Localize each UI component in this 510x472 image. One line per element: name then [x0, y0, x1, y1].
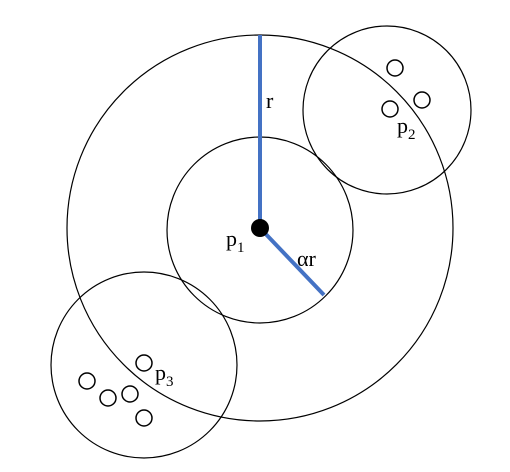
label-p3-base: p	[155, 360, 166, 385]
label-p1: p1	[226, 226, 245, 256]
neighbor-circle-p2	[302, 25, 472, 195]
small-point	[386, 59, 404, 77]
label-p2-base: p	[397, 113, 408, 138]
small-point	[78, 372, 96, 390]
small-point	[135, 409, 153, 427]
label-alpha-r: αr	[297, 246, 317, 271]
center-point-p1	[251, 219, 269, 237]
radius-line-alpha-r	[258, 226, 326, 297]
label-p3-sub: 3	[166, 374, 174, 390]
label-p1-sub: 1	[237, 240, 245, 256]
label-p2: p2	[397, 113, 416, 143]
label-p1-base: p	[226, 226, 237, 251]
label-p3: p3	[155, 360, 174, 390]
small-point	[99, 389, 117, 407]
label-r: r	[266, 88, 274, 113]
label-p2-sub: 2	[408, 127, 416, 143]
small-point	[121, 385, 139, 403]
small-point	[413, 91, 431, 109]
neighbor-circle-p3	[50, 271, 238, 459]
small-point-p3	[135, 354, 153, 372]
small-point-p2	[381, 100, 399, 118]
